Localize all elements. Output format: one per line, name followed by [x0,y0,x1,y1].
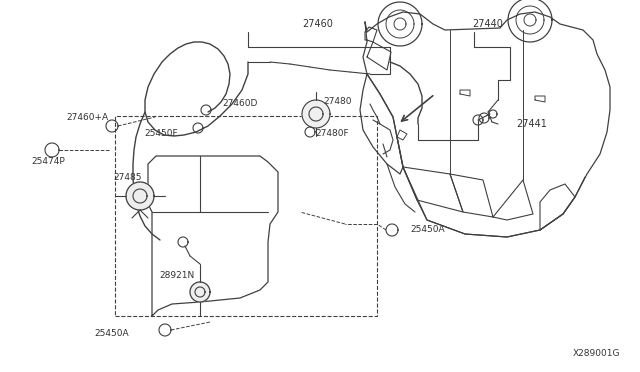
Text: 27480: 27480 [324,97,352,106]
Text: 27460D: 27460D [222,99,257,109]
Text: 27460+A: 27460+A [66,113,108,122]
Text: 27485: 27485 [114,173,142,182]
Text: X289001G: X289001G [573,350,620,359]
Text: 27460: 27460 [303,19,333,29]
Text: 27441: 27441 [516,119,547,129]
Polygon shape [302,100,330,128]
Text: 27480F: 27480F [315,129,349,138]
Polygon shape [190,282,210,302]
Text: 28921N: 28921N [160,272,195,280]
Polygon shape [126,182,154,210]
Text: 25450A: 25450A [95,330,129,339]
Text: 25474P: 25474P [31,157,65,167]
Text: 25450A: 25450A [410,225,445,234]
Bar [115,116,377,316]
Text: 25450F: 25450F [145,129,178,138]
Text: 27440: 27440 [472,19,504,29]
